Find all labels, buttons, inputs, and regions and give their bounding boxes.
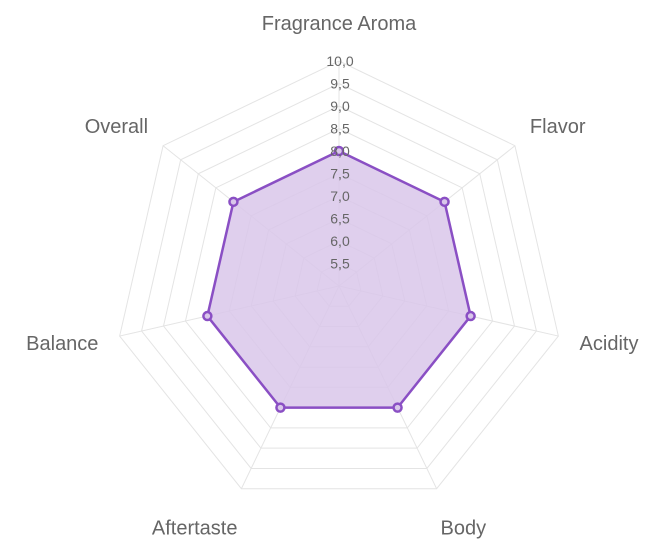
data-point-balance[interactable]	[202, 310, 213, 322]
series-area	[206, 149, 472, 409]
data-point-overall[interactable]	[228, 196, 239, 208]
axis-label-overall: Overall	[85, 116, 148, 138]
radar-series	[202, 145, 476, 413]
axis-label-body: Body	[441, 518, 487, 540]
data-point-aftertaste[interactable]	[275, 402, 286, 413]
tick-label: 7,0	[330, 188, 350, 204]
axis-label-acidity: Acidity	[580, 333, 639, 355]
tick-label: 9,5	[330, 76, 350, 92]
axis-label-flavor: Flavor	[530, 116, 586, 138]
axis-labels: Fragrance Aroma Flavor Acidity Body Aftertas…	[26, 13, 638, 540]
axis-label-fragrance-aroma: Fragrance Aroma	[262, 13, 417, 35]
grid-ring-7	[162, 105, 516, 449]
axis-label-aftertaste: Aftertaste	[152, 518, 238, 540]
data-point-acidity[interactable]	[465, 310, 476, 322]
tick-label: 6,5	[330, 211, 350, 227]
data-point-flavor[interactable]	[439, 196, 450, 208]
tick-label: 5,5	[330, 256, 350, 272]
tick-label: 8,0	[330, 143, 350, 159]
data-point-fragrance-aroma[interactable]	[333, 145, 345, 157]
radial-tick-labels: 5,5 6,0 6,5 7,0 7,5 8,0 8,5 9,0 9,5 10,0	[326, 53, 353, 272]
tick-label: 9,0	[330, 98, 350, 114]
axis-label-balance: Balance	[26, 333, 98, 355]
tick-label: 6,0	[330, 233, 350, 249]
tick-label: 10,0	[326, 53, 353, 69]
grid-ring-8	[141, 82, 537, 469]
tick-label: 7,5	[330, 166, 350, 182]
grid-ring-9	[119, 60, 559, 490]
grid-ring-6	[184, 127, 494, 429]
tick-label: 8,5	[330, 121, 350, 137]
data-point-body[interactable]	[392, 402, 403, 413]
